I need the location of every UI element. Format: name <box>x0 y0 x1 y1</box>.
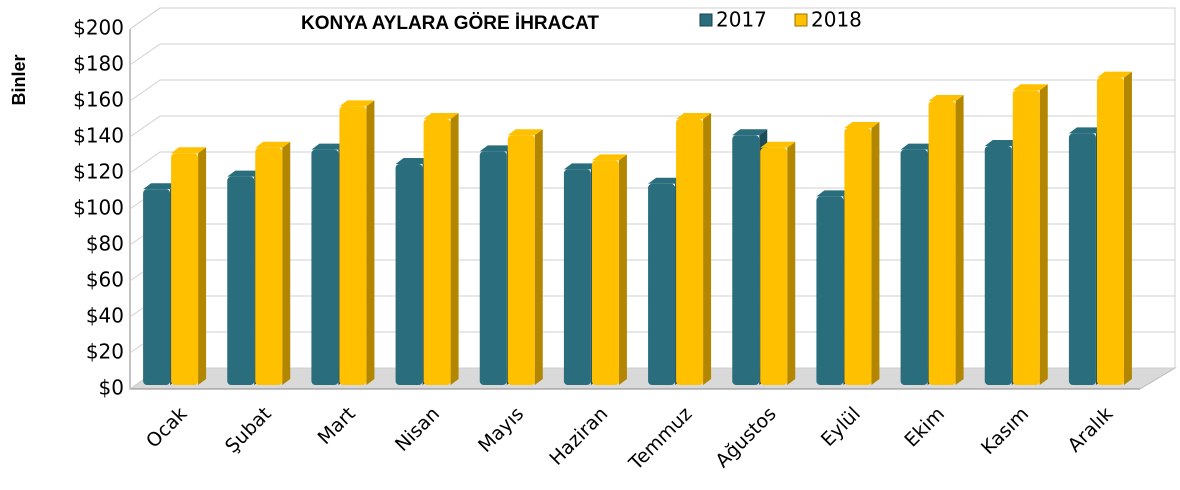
bar-top <box>816 190 852 197</box>
bar <box>563 169 591 385</box>
bar <box>732 135 760 385</box>
bar <box>255 147 283 385</box>
y-axis-label: Binler <box>9 54 29 105</box>
bar-top <box>984 140 1020 146</box>
bar-top <box>844 122 880 128</box>
x-tick-label: Mayıs <box>474 403 528 457</box>
x-tick-label: Eylül <box>817 403 865 451</box>
y-tick-label: $120 <box>73 160 124 184</box>
bar-top <box>928 95 964 101</box>
bar-side <box>198 147 207 385</box>
legend: 2017 2018 <box>699 8 862 32</box>
bar-top <box>676 113 712 119</box>
y-tick-label: $140 <box>73 124 124 148</box>
bar <box>507 135 535 385</box>
bar-side <box>450 113 459 385</box>
bar-top <box>171 147 207 154</box>
x-tick-label: Aralık <box>1064 403 1118 457</box>
y-tick-label: $100 <box>73 196 124 220</box>
bar-top <box>591 154 627 161</box>
x-tick-label: Nisan <box>391 403 444 456</box>
legend-label: 2018 <box>811 8 862 32</box>
bar <box>676 119 704 385</box>
bar-top <box>648 177 684 184</box>
bar-side <box>787 141 796 385</box>
bar-top <box>507 129 543 136</box>
chart-title: KONYA AYLARA GÖRE İHRACAT <box>301 13 599 34</box>
bar <box>1012 90 1040 385</box>
y-tick-label: $20 <box>86 340 124 364</box>
bar-top <box>563 163 599 170</box>
y-tick-label: $200 <box>73 16 124 40</box>
bar-top <box>900 143 936 150</box>
bar <box>339 106 367 386</box>
bar-top <box>311 143 347 150</box>
x-tick-label: Temmuz <box>624 403 696 475</box>
x-tick-label: Ağustos <box>711 403 780 472</box>
bar-top <box>339 100 375 107</box>
grid-line <box>129 43 1175 66</box>
bar-top <box>1096 71 1132 78</box>
grid-line <box>129 115 1175 138</box>
bar <box>171 153 199 385</box>
bar <box>900 149 928 385</box>
bar <box>591 160 619 385</box>
bar-top <box>143 183 179 190</box>
x-tick-label: Haziran <box>545 403 612 470</box>
y-tick-label: $60 <box>86 268 124 292</box>
bar-side <box>618 154 627 385</box>
bar <box>423 119 451 385</box>
legend-label: 2017 <box>716 8 767 32</box>
bar-top <box>395 158 431 164</box>
bar <box>984 146 1012 385</box>
bar <box>844 128 872 385</box>
grid-line <box>129 151 1175 174</box>
y-tick-label: $160 <box>73 88 124 112</box>
x-tick-label: Şubat <box>221 403 276 458</box>
bar <box>143 189 171 385</box>
y-tick-label: $80 <box>86 232 124 256</box>
bar-top <box>760 141 796 148</box>
bar-side <box>1123 71 1132 385</box>
x-tick-label: Ocak <box>142 403 192 453</box>
grid-line <box>129 7 1175 30</box>
y-tick-label: $0 <box>99 376 124 400</box>
bar-top <box>255 141 291 148</box>
bar-top <box>1012 84 1048 91</box>
bar <box>227 176 255 385</box>
bar <box>760 147 788 385</box>
x-tick-label: Ekim <box>900 403 949 452</box>
legend-swatch <box>699 13 713 27</box>
x-tick-label: Kasım <box>977 403 1033 459</box>
y-tick-label: $40 <box>86 304 124 328</box>
bar-top <box>732 129 768 136</box>
bar <box>395 164 423 385</box>
y-tick-label: $180 <box>73 52 124 76</box>
bar-top <box>423 113 459 119</box>
bar <box>648 183 676 385</box>
bar <box>479 151 507 385</box>
bar-side <box>703 113 712 385</box>
bar-top <box>479 145 515 152</box>
bar-side <box>366 100 375 386</box>
bar-top <box>227 170 263 177</box>
bar-side <box>1039 84 1048 385</box>
bar <box>311 149 339 385</box>
bar-top <box>1068 127 1104 134</box>
bar <box>816 196 844 385</box>
legend-swatch <box>794 13 808 27</box>
bar-side <box>534 129 543 385</box>
bar <box>928 101 956 385</box>
x-tick-label: Mart <box>314 403 360 449</box>
bar-side <box>282 141 291 385</box>
bar-side <box>955 95 964 385</box>
bar-side <box>871 122 880 385</box>
bar <box>1096 77 1124 385</box>
grid-line <box>129 79 1175 102</box>
bar <box>1068 133 1096 385</box>
